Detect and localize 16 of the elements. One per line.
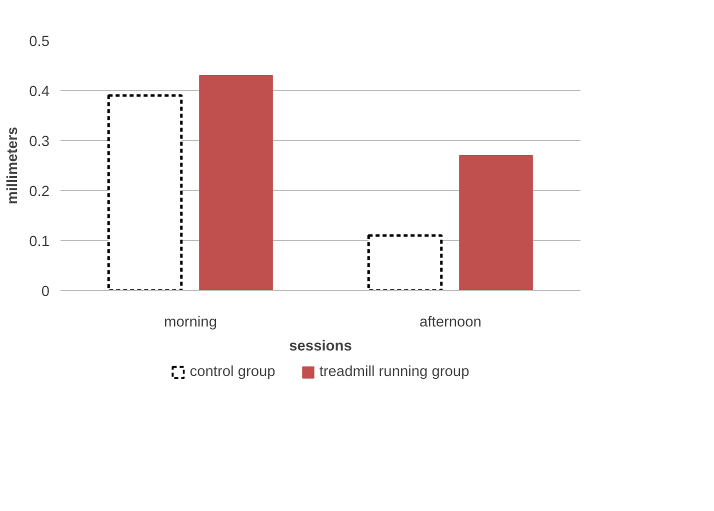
legend-label: control group — [190, 364, 276, 380]
y-tick-label: 0.2 — [29, 184, 50, 200]
bar — [367, 234, 443, 290]
y-tick-label: 0.3 — [29, 134, 50, 150]
y-tick-label: 0.5 — [29, 34, 50, 50]
bar — [459, 155, 533, 290]
y-tick-label: 0 — [41, 284, 50, 300]
x-tick-label: morning — [164, 314, 217, 330]
bar — [199, 75, 273, 290]
bar — [107, 94, 183, 290]
x-axis-title: sessions — [289, 338, 352, 354]
y-tick-label: 0.1 — [29, 234, 50, 250]
legend-label: treadmill running group — [319, 364, 470, 380]
y-tick-label: 0.4 — [29, 84, 50, 100]
x-tick-label: afternoon — [420, 314, 482, 330]
y-axis-title: millimeters — [5, 126, 22, 204]
